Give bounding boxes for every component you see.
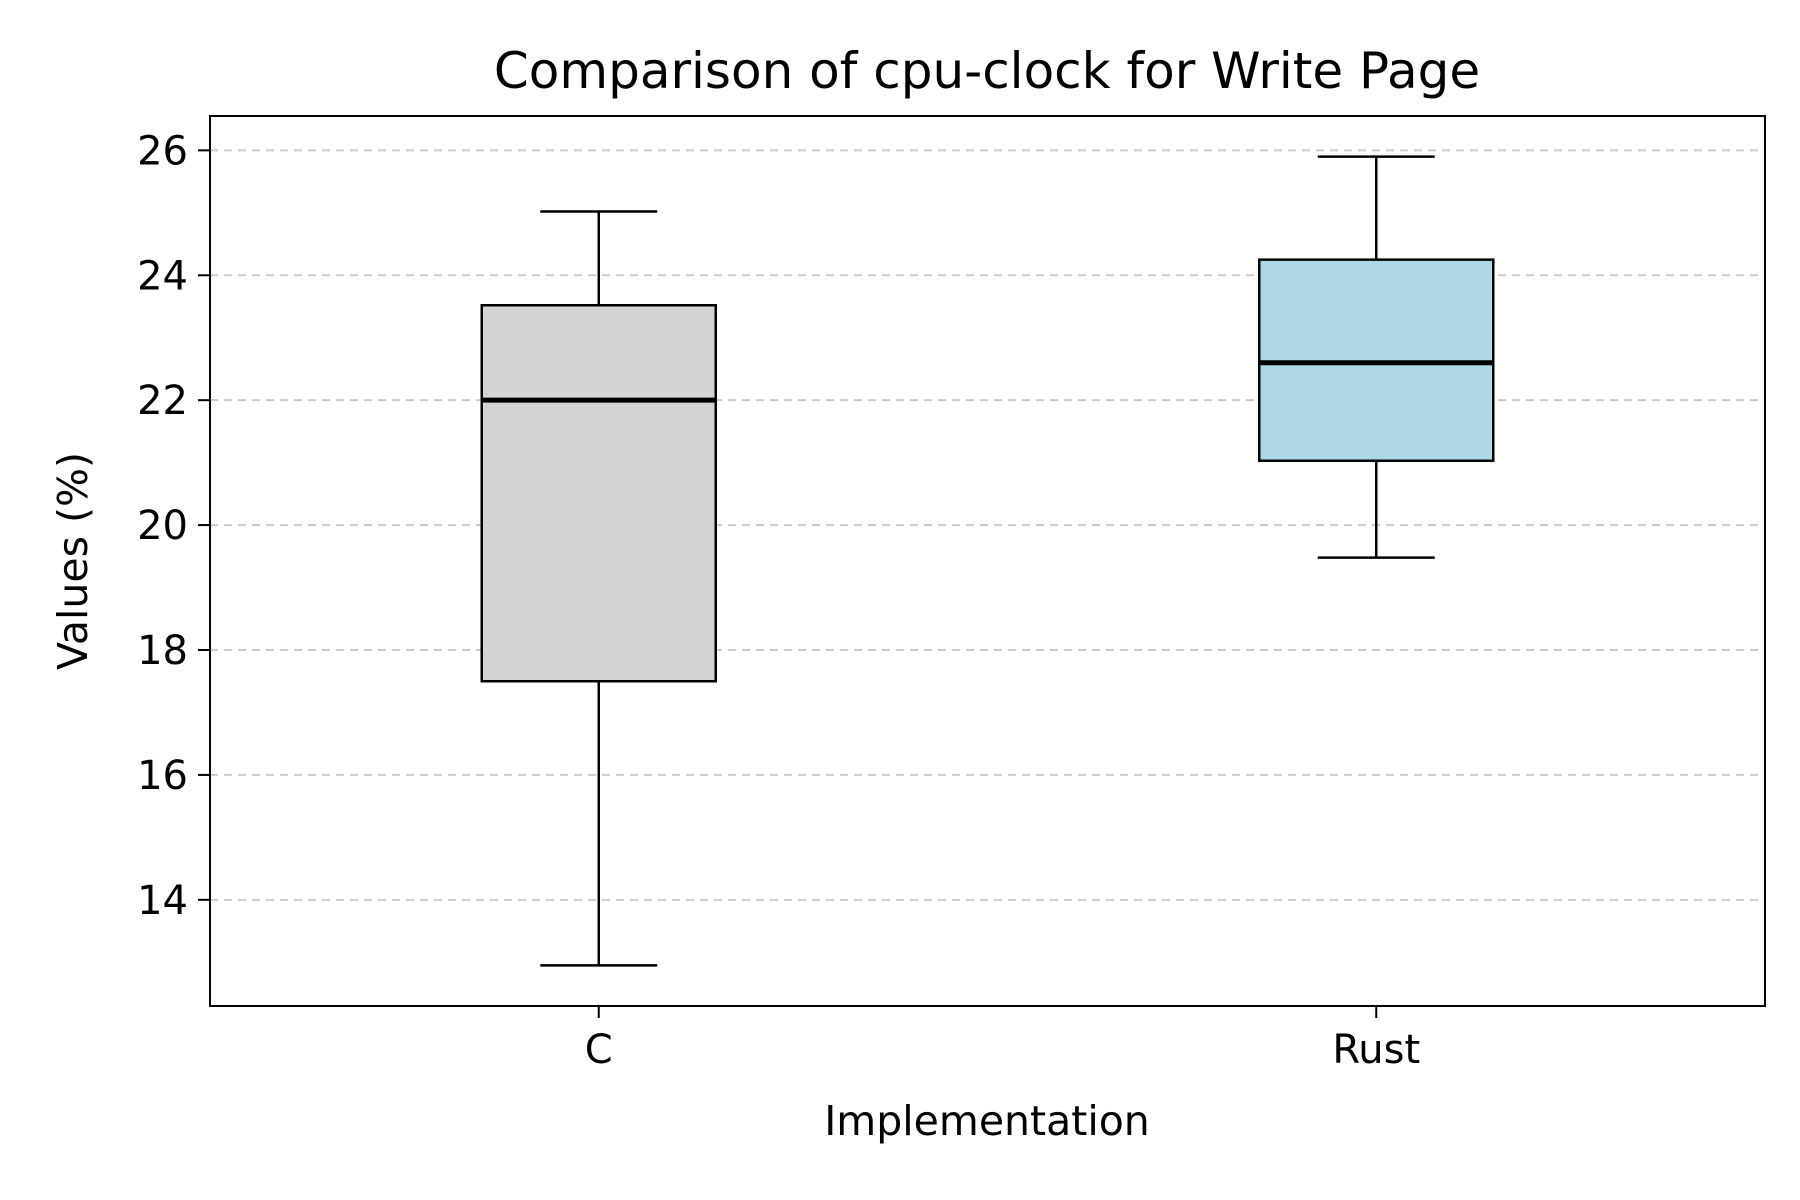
box-rust bbox=[1258, 155, 1495, 559]
y-tick-label: 20 bbox=[137, 503, 188, 549]
x-tick-label: C bbox=[585, 1027, 613, 1073]
x-axis-label: Implementation bbox=[824, 1097, 1150, 1145]
grid-lines bbox=[210, 149, 1765, 901]
x-tick-label: Rust bbox=[1332, 1027, 1420, 1073]
y-axis-ticks: 14 16 18 20 22 24 26 bbox=[137, 128, 210, 924]
y-tick-label: 18 bbox=[137, 628, 188, 674]
y-tick-label: 14 bbox=[137, 878, 188, 924]
box-c bbox=[480, 210, 717, 967]
iqr-box bbox=[480, 303, 717, 683]
y-tick-label: 16 bbox=[137, 753, 188, 799]
plot-frame bbox=[209, 115, 1766, 1007]
boxes bbox=[480, 155, 1495, 967]
y-tick-label: 22 bbox=[137, 378, 188, 424]
y-axis-label: Values (%) bbox=[49, 452, 97, 670]
y-tick-label: 24 bbox=[137, 253, 188, 299]
y-tick-label: 26 bbox=[137, 128, 188, 174]
chart-title: Comparison of cpu-clock for Write Page bbox=[494, 42, 1480, 100]
x-axis-ticks: C Rust bbox=[585, 1006, 1420, 1073]
